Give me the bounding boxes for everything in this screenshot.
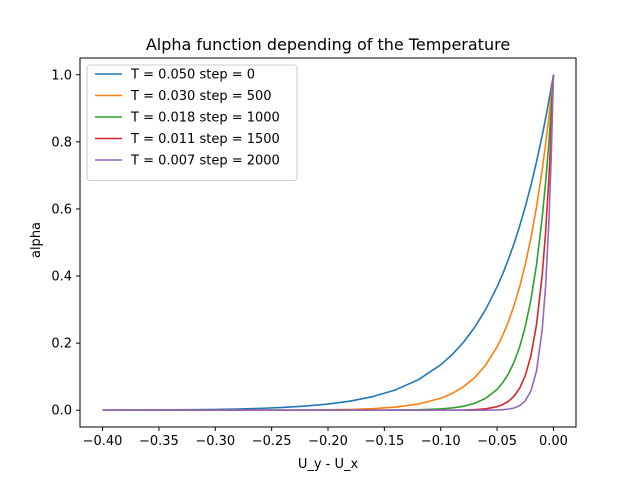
y-tick-label: 0.8 [51,135,72,150]
x-tick-label: −0.20 [308,434,348,449]
x-tick-label: −0.05 [477,434,517,449]
x-tick-label: 0.00 [539,434,568,449]
y-tick-label: 0.0 [51,404,72,419]
legend-entry: T = 0.007 step = 2000 [130,154,280,169]
x-tick-label: −0.35 [139,434,179,449]
legend-entry: T = 0.018 step = 1000 [130,111,280,126]
series-line-1 [102,74,555,411]
legend-entry: T = 0.050 step = 0 [130,68,255,83]
chart-title: Alpha function depending of the Temperat… [146,35,510,54]
x-axis: −0.40 −0.35 −0.30 −0.25 −0.20 −0.15 −0.10 −0.05… [83,427,568,449]
y-tick-label: 0.6 [51,202,72,217]
x-axis-label: U_y - U_x [298,457,359,472]
legend-entry: T = 0.011 step = 1500 [130,132,280,147]
y-tick-label: 0.2 [51,337,72,352]
series-line-5 [102,74,555,412]
x-tick-label: −0.25 [252,434,292,449]
y-tick-label: 0.4 [51,270,72,285]
legend-entry: T = 0.030 step = 500 [130,89,272,104]
y-axis: 0.0 0.2 0.4 0.6 0.8 1.0 [51,68,80,419]
y-axis-label: alpha [29,222,44,258]
x-tick-label: −0.40 [83,434,123,449]
x-tick-label: −0.30 [195,434,235,449]
x-tick-label: −0.10 [421,434,461,449]
y-tick-label: 1.0 [51,68,72,83]
legend: T = 0.050 step = 0 T = 0.030 step = 500 T … [86,64,298,181]
series-layer [102,74,555,412]
legend-box [86,64,298,181]
x-tick-label: −0.15 [364,434,404,449]
